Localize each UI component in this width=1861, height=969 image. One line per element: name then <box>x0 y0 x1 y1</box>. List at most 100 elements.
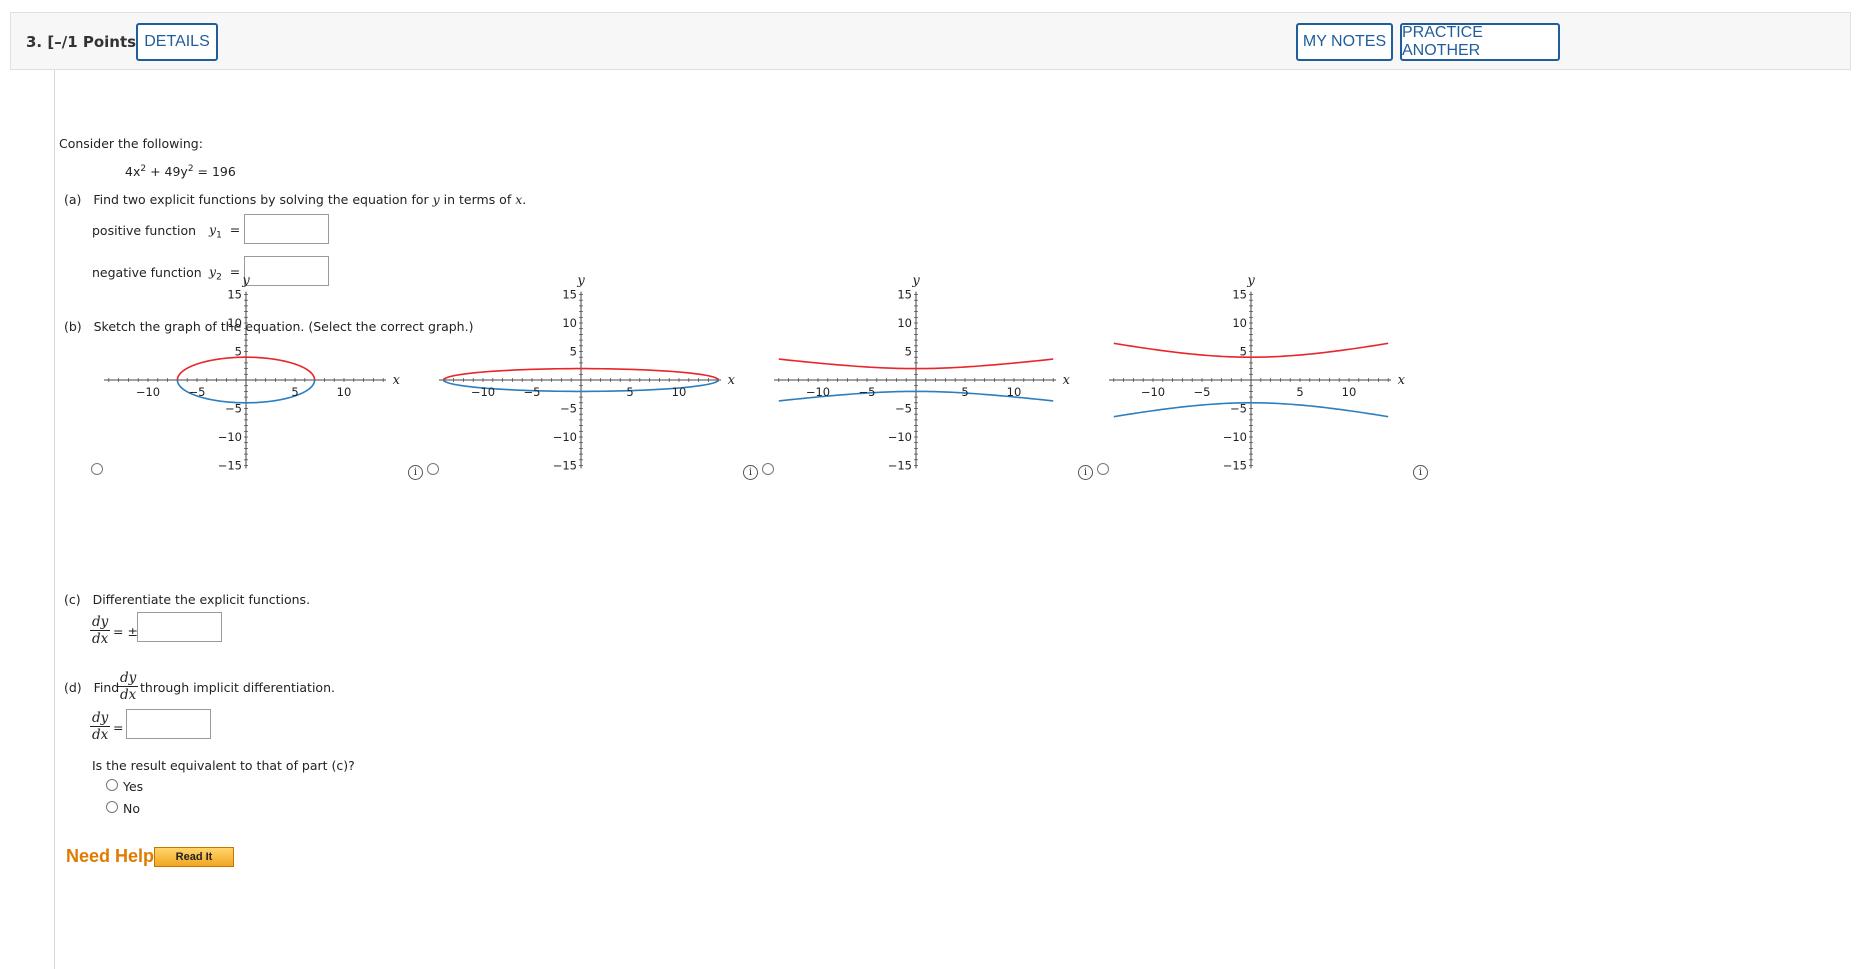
lower-curve <box>778 390 1054 402</box>
x-tick-label: −5 <box>189 385 206 399</box>
no-label: No <box>123 801 140 816</box>
upper-curve <box>1113 342 1389 359</box>
details-button[interactable]: DETAILS <box>136 23 218 61</box>
yes-label: Yes <box>123 779 144 794</box>
part-d-derivative-inline: dy dx <box>118 670 139 703</box>
graph-option-3: −10 −5 5 10 15 10 5 −5 −10 −15 x y <box>774 274 1071 473</box>
x-tick-label: 5 <box>626 385 633 399</box>
y-tick-label: −5 <box>895 402 912 416</box>
no-radio[interactable] <box>106 801 118 813</box>
y-tick-label: 10 <box>1232 316 1247 330</box>
x-tick-label: −5 <box>524 385 541 399</box>
x-tick-label: 10 <box>672 385 687 399</box>
graph-option-4: −10 −5 5 10 15 10 5 −5 −10 −15 x y <box>1109 274 1406 473</box>
y-tick-label: −15 <box>553 459 577 473</box>
read-it-button[interactable]: Read It <box>154 847 234 867</box>
graph-1-info-icon[interactable]: i <box>408 465 423 480</box>
x-tick-label: 10 <box>1007 385 1022 399</box>
part-b-instruction: (b) Sketch the graph of the equation. (S… <box>64 319 474 334</box>
upper-curve <box>176 356 316 381</box>
positive-function-label: positive function <box>92 223 197 238</box>
graph-option-3-radio[interactable] <box>762 463 774 475</box>
x-axis-label: x <box>1063 373 1071 388</box>
x-tick-label: −5 <box>1194 385 1211 399</box>
negative-function-input[interactable] <box>244 256 329 286</box>
y-tick-label: 10 <box>562 316 577 330</box>
part-c-input[interactable] <box>137 612 222 642</box>
graph-2-info-icon[interactable]: i <box>743 465 758 480</box>
part-d-derivative: dy dx <box>90 710 111 743</box>
x-tick-label: −10 <box>136 385 160 399</box>
y-tick-label: 10 <box>227 316 242 330</box>
lower-curve <box>443 379 719 393</box>
my-notes-button[interactable]: MY NOTES <box>1296 23 1393 61</box>
y-tick-label: −10 <box>553 430 577 444</box>
question-number: 3. [–/1 Points] <box>26 33 143 51</box>
x-tick-label: 10 <box>1342 385 1357 399</box>
part-c-instruction: (c) Differentiate the explicit functions… <box>64 592 311 607</box>
y-tick-label: −15 <box>888 459 912 473</box>
plus-minus-sign: = ± <box>113 624 138 639</box>
graph-4-info-icon[interactable]: i <box>1413 465 1428 480</box>
x-tick-label: 5 <box>291 385 298 399</box>
need-help-label: Need Help? <box>66 846 166 866</box>
y-axis-label: y <box>241 274 250 289</box>
graph-option-1-radio[interactable] <box>91 463 103 475</box>
equation: 4x2 + 49y2 = 196 <box>125 164 236 180</box>
y-tick-label: −10 <box>1223 430 1247 444</box>
question-content: Consider the following: 4x2 + 49y2 = 196… <box>54 70 1861 969</box>
y-tick-label: −15 <box>1223 459 1247 473</box>
y-tick-label: −10 <box>218 430 242 444</box>
negative-function-label: negative function <box>92 265 202 280</box>
part-a-instruction: (a) Find two explicit functions by solvi… <box>64 192 527 207</box>
equivalence-question: Is the result equivalent to that of part… <box>92 758 355 773</box>
x-axis-label: x <box>393 373 401 388</box>
part-c-derivative: dy dx <box>90 614 111 647</box>
x-tick-label: −10 <box>471 385 495 399</box>
graph-option-2-radio[interactable] <box>427 463 439 475</box>
y-axis-label: y <box>576 274 585 289</box>
yes-radio[interactable] <box>106 779 118 791</box>
question-header: 3. [–/1 Points] DETAILS MY NOTES PRACTIC… <box>10 12 1851 70</box>
y-tick-label: 5 <box>1240 345 1247 359</box>
x-tick-label: 5 <box>1296 385 1303 399</box>
lower-curve <box>1113 401 1389 418</box>
y-tick-label: 5 <box>905 345 912 359</box>
y-tick-label: 15 <box>897 288 912 302</box>
x-axis-label: x <box>1398 373 1406 388</box>
upper-curve <box>778 358 1054 370</box>
y-axis-label: y <box>1246 274 1255 289</box>
y-tick-label: −5 <box>225 402 242 416</box>
y1-label: y1 = <box>209 222 241 241</box>
y2-label: y2 = <box>209 264 241 283</box>
y-tick-label: 5 <box>235 345 242 359</box>
y-tick-label: 15 <box>562 288 577 302</box>
x-tick-label: −10 <box>1141 385 1165 399</box>
y-tick-label: −5 <box>560 402 577 416</box>
y-tick-label: −5 <box>1230 402 1247 416</box>
lower-curve <box>176 379 316 404</box>
part-d-find: (d) Find <box>64 680 120 695</box>
y-tick-label: 5 <box>570 345 577 359</box>
x-tick-label: 5 <box>961 385 968 399</box>
y-tick-label: 15 <box>227 288 242 302</box>
prompt-text: Consider the following: <box>59 136 203 151</box>
graph-3-info-icon[interactable]: i <box>1078 465 1093 480</box>
upper-curve <box>443 367 719 381</box>
graph-option-1: −10 −5 5 10 15 10 5 −5 −10 −15 x y <box>104 274 401 473</box>
part-d-instruction: through implicit differentiation. <box>140 680 335 695</box>
x-tick-label: 10 <box>337 385 352 399</box>
practice-another-button[interactable]: PRACTICE ANOTHER <box>1400 23 1560 61</box>
graph-option-4-radio[interactable] <box>1097 463 1109 475</box>
part-d-input[interactable] <box>126 709 211 739</box>
equals-sign: = <box>113 720 124 735</box>
positive-function-input[interactable] <box>244 214 329 244</box>
graph-option-2: −10 −5 5 10 15 10 5 −5 −10 −15 x y <box>439 274 736 473</box>
x-axis-label: x <box>728 373 736 388</box>
x-tick-label: −5 <box>859 385 876 399</box>
y-tick-label: 10 <box>897 316 912 330</box>
y-tick-label: 15 <box>1232 288 1247 302</box>
y-axis-label: y <box>911 274 920 289</box>
x-tick-label: −10 <box>806 385 830 399</box>
y-tick-label: −10 <box>888 430 912 444</box>
